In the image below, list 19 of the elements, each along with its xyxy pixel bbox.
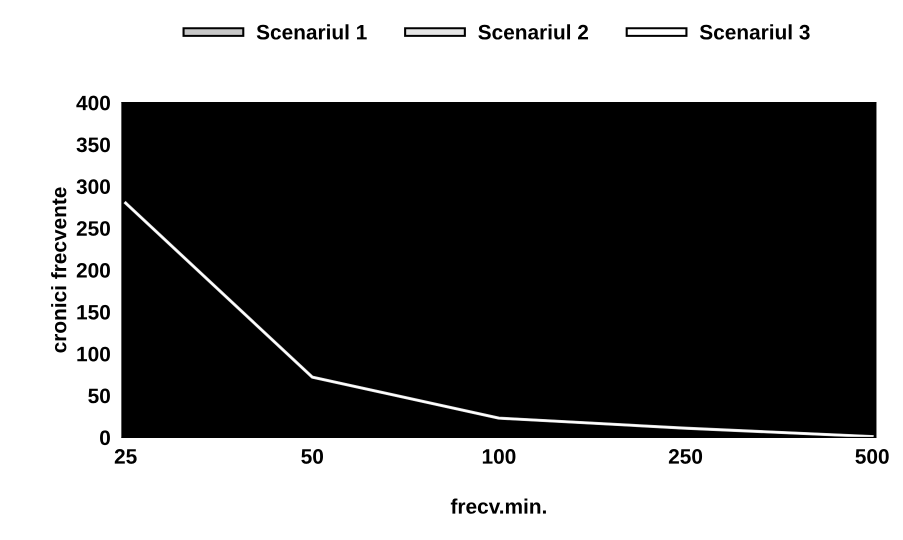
x-tick-label: 50	[301, 449, 324, 464]
legend-label: Scenariul 1	[256, 24, 367, 40]
y-tick-label: 400	[76, 96, 110, 110]
x-axis-title: frecv.min.	[450, 498, 546, 514]
y-tick-label: 300	[76, 179, 110, 194]
y-tick-label: 200	[76, 263, 110, 278]
y-tick-label: 100	[77, 346, 110, 362]
x-tick-label: 500	[855, 449, 889, 464]
legend-label: Scenariul 3	[700, 24, 810, 40]
y-tick-label: 350	[76, 137, 110, 152]
y-tick-label: 50	[88, 388, 110, 404]
y-tick-label: 0	[100, 430, 110, 446]
y-tick-label: 250	[76, 221, 110, 236]
legend-label: Scenariul 2	[478, 24, 588, 40]
x-tick-label: 25	[114, 449, 137, 464]
x-tick-label: 250	[668, 449, 702, 464]
y-axis-title: cronici frecvente	[51, 187, 66, 353]
y-tick-label: 150	[77, 304, 110, 320]
x-tick-label: 100	[482, 449, 516, 464]
